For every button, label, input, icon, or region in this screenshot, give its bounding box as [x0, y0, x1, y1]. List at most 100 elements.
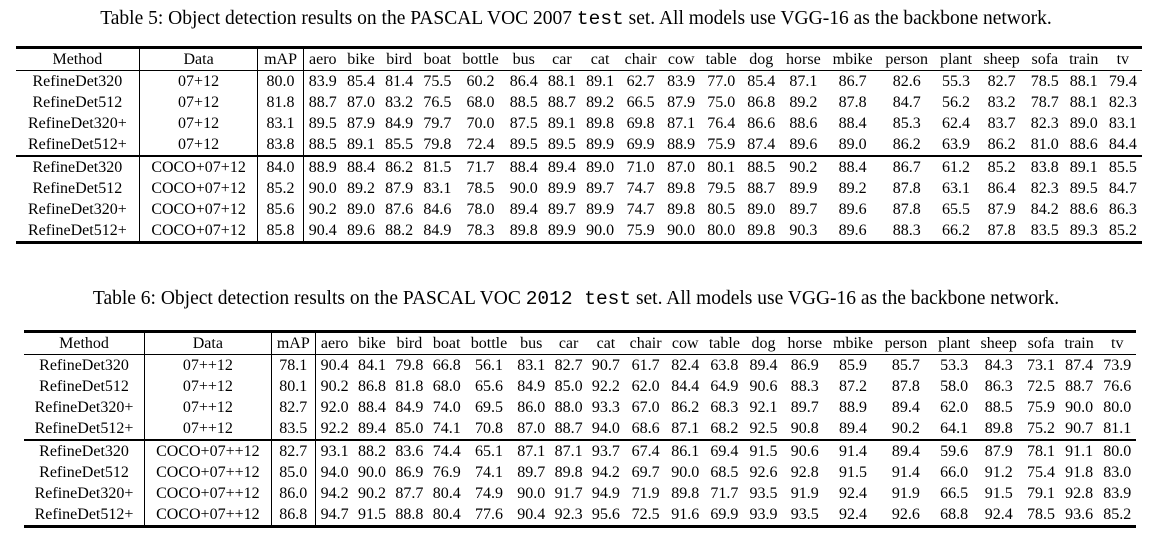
score-cell: 90.0 — [1065, 398, 1094, 416]
score-cell: 88.2 — [385, 221, 414, 239]
score-cell: 59.6 — [933, 439, 976, 462]
score-cell: 89.8 — [671, 484, 700, 502]
score-cell: 74.1 — [432, 419, 461, 437]
score-cell: 66.0 — [940, 463, 969, 481]
header-cell-method: Method — [24, 331, 146, 355]
header-cell-map: mAP — [257, 47, 304, 71]
score-cell: 87.1 — [789, 72, 818, 90]
score-cell: 89.0 — [346, 200, 375, 218]
score-cell: 74.0 — [432, 398, 461, 416]
score-cell: 80.0 — [1098, 439, 1136, 462]
score-cell: 88.1 — [1069, 72, 1098, 90]
table-row: RefineDet512+ COCO+07++12 86.8 94.7 91.5 88.8… — [24, 504, 1136, 527]
score-cell: 94.9 — [591, 484, 620, 502]
score-cell: 89.6 — [789, 135, 818, 153]
score-cell: 65.1 — [465, 439, 513, 462]
score-cell: 89.3 — [1069, 221, 1098, 239]
score-cell: 71.7 — [710, 484, 739, 502]
score-cell: 83.8 — [1025, 155, 1064, 178]
score-cell: 93.1 — [315, 439, 354, 462]
score-cell: 90.4 — [308, 221, 337, 239]
score-cell: 89.2 — [789, 93, 818, 111]
method-cell: RefineDet320 — [16, 70, 140, 92]
score-cell: 94.7 — [320, 505, 349, 523]
score-cell: 65.6 — [474, 377, 503, 395]
table6-caption: Table 6: Object detection results on the… — [0, 287, 1152, 311]
header-cell-dog: dog — [742, 47, 781, 71]
score-cell: 82.7 — [554, 356, 583, 374]
score-cell: 85.4 — [346, 72, 375, 90]
score-cell: 83.9 — [308, 72, 337, 90]
score-cell: 82.7 — [987, 72, 1016, 90]
score-cell: 88.7 — [308, 93, 337, 111]
table-row: RefineDet320+ 07++12 82.7 92.0 88.4 84.9 74.0 6… — [24, 397, 1136, 418]
score-cell: 89.6 — [346, 221, 375, 239]
score-cell: 75.9 — [707, 135, 736, 153]
score-cell: 68.2 — [710, 419, 739, 437]
score-cell: 83.1 — [517, 356, 546, 374]
score-cell: 86.6 — [747, 114, 776, 132]
table-row: RefineDet320 COCO+07+12 84.0 88.9 88.4 86.2 81… — [16, 155, 1142, 178]
score-cell: 80.4 — [432, 484, 461, 502]
method-cell: RefineDet512+ — [16, 220, 140, 243]
score-cell: 88.0 — [554, 398, 583, 416]
score-cell: 61.7 — [631, 356, 660, 374]
score-cell: 64.9 — [710, 377, 739, 395]
header-cell-sheep: sheep — [977, 47, 1026, 71]
score-cell: 88.5 — [742, 155, 781, 178]
score-cell: 90.0 — [358, 463, 387, 481]
score-cell: 76.5 — [423, 93, 452, 111]
score-cell: 88.6 — [789, 114, 818, 132]
score-cell: 66.8 — [432, 356, 461, 374]
score-cell: 74.1 — [474, 463, 503, 481]
score-cell: 85.0 — [554, 377, 583, 395]
data-cell: 07++12 — [144, 354, 272, 376]
score-cell: 69.9 — [626, 135, 655, 153]
table5-body: RefineDet320 07+12 80.0 83.9 85.4 81.4 75.5 60.… — [16, 70, 1142, 243]
score-cell: 81.4 — [385, 72, 414, 90]
score-cell: 88.7 — [747, 179, 776, 197]
score-cell: 86.7 — [878, 155, 935, 178]
score-cell: 81.8 — [257, 92, 304, 113]
score-cell: 89.7 — [586, 179, 615, 197]
score-cell: 85.6 — [257, 199, 304, 220]
score-cell: 71.0 — [619, 155, 663, 178]
score-cell: 84.9 — [385, 114, 414, 132]
score-cell: 86.2 — [892, 135, 921, 153]
header-cell-person: person — [878, 331, 934, 355]
score-cell: 89.7 — [547, 200, 576, 218]
score-cell: 87.8 — [892, 179, 921, 197]
score-cell: 93.5 — [749, 484, 778, 502]
score-cell: 86.8 — [271, 504, 316, 527]
header-cell-tv: tv — [1103, 47, 1142, 71]
score-cell: 88.3 — [892, 221, 921, 239]
table6-header: Method Data mAP aero bike bird boat bottle bus ca… — [24, 331, 1136, 355]
table-row: RefineDet512 07++12 80.1 90.2 86.8 81.8 68.0 65… — [24, 376, 1136, 397]
score-cell: 78.1 — [271, 354, 316, 376]
method-cell: RefineDet512+ — [24, 504, 146, 527]
score-cell: 66.2 — [942, 221, 971, 239]
score-cell: 79.4 — [1108, 72, 1137, 90]
score-cell: 68.3 — [710, 398, 739, 416]
score-cell: 90.0 — [671, 463, 700, 481]
header-cell-car: car — [542, 47, 581, 71]
header-cell-cow: cow — [666, 331, 704, 355]
score-cell: 72.5 — [1026, 377, 1055, 395]
score-cell: 87.8 — [987, 221, 1016, 239]
table5-caption-prefix: Table 5: Object detection results on the… — [100, 8, 573, 29]
score-cell: 89.9 — [586, 135, 615, 153]
score-cell: 94.0 — [320, 463, 349, 481]
score-cell: 70.0 — [466, 114, 495, 132]
score-cell: 92.2 — [320, 419, 349, 437]
score-cell: 85.7 — [891, 356, 920, 374]
table5-caption-suffix: set. All models use VGG-16 as the backbo… — [628, 8, 1052, 29]
score-cell: 92.8 — [790, 463, 819, 481]
score-cell: 85.9 — [839, 356, 867, 374]
score-cell: 87.9 — [385, 179, 414, 197]
score-cell: 91.1 — [1059, 439, 1099, 462]
method-cell: RefineDet512 — [24, 376, 146, 397]
score-cell: 74.4 — [428, 439, 466, 462]
header-cell-chair: chair — [624, 331, 667, 355]
header-cell-boat: boat — [428, 331, 466, 355]
score-cell: 83.9 — [1103, 484, 1132, 502]
